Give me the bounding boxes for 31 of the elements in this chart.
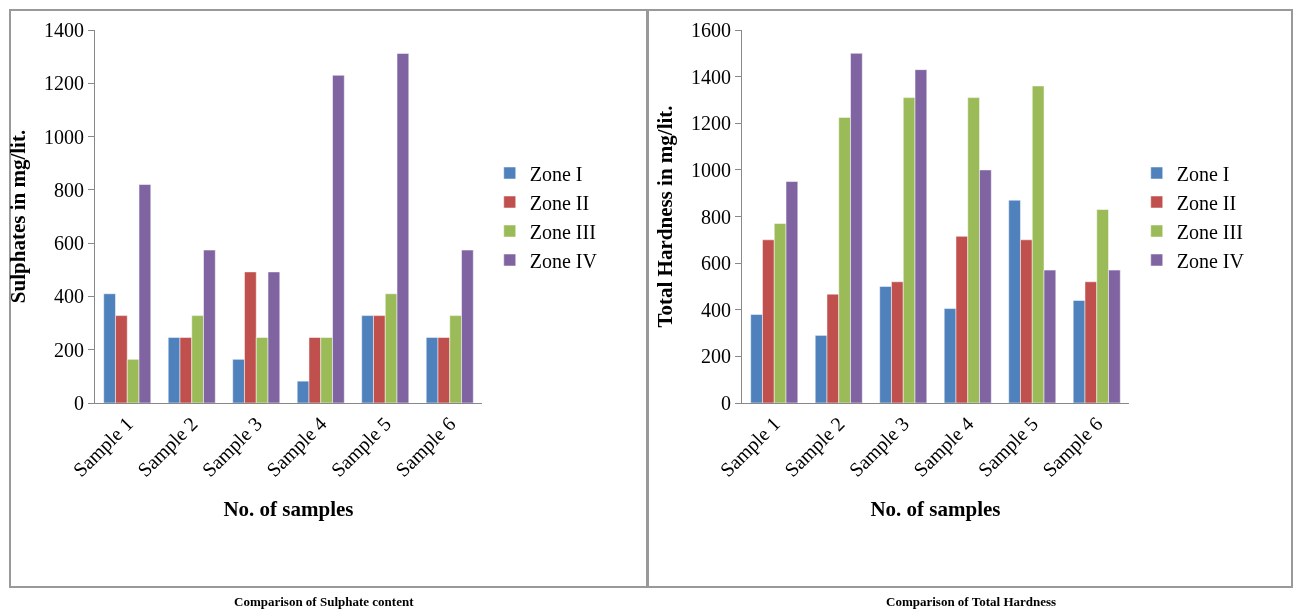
y-tick-label: 1000 bbox=[44, 125, 84, 148]
legend-label: Zone II bbox=[529, 191, 590, 214]
y-tick-label: 200 bbox=[54, 338, 84, 361]
y-tick-label: 0 bbox=[74, 392, 84, 414]
y-tick-label: 800 bbox=[701, 205, 731, 228]
legend-label: Zone I bbox=[529, 162, 583, 185]
legend-label: Zone IV bbox=[529, 249, 598, 272]
x-axis-title: No. of samples bbox=[870, 496, 1001, 521]
y-tick-label: 200 bbox=[701, 345, 731, 368]
y-tick-label: 1000 bbox=[691, 158, 731, 181]
text: Comparison of Total Hardness bbox=[886, 594, 1057, 609]
y-tick-label: 1200 bbox=[691, 112, 731, 135]
y-tick-label: 1400 bbox=[44, 19, 84, 41]
legend-label: Zone II bbox=[1176, 191, 1237, 214]
y-axis-title: Sulphates in mg/lit. bbox=[6, 129, 31, 304]
legend-label: Zone I bbox=[1176, 162, 1230, 185]
legend-label: Zone III bbox=[1176, 220, 1243, 243]
x-axis-title: No. of samples bbox=[223, 496, 354, 521]
y-tick-label: 600 bbox=[701, 252, 731, 275]
y-tick-label: 1400 bbox=[691, 65, 731, 88]
y-tick-label: 1200 bbox=[44, 72, 84, 95]
y-tick-label: 600 bbox=[54, 232, 84, 255]
y-tick-label: 400 bbox=[701, 298, 731, 321]
y-tick-label: 800 bbox=[54, 178, 84, 201]
y-tick-label: 1600 bbox=[691, 19, 731, 41]
y-axis-title: Total Hardness in mg/lit. bbox=[653, 105, 678, 328]
text: Comparison of Sulphate content bbox=[234, 594, 415, 609]
y-tick-label: 400 bbox=[54, 285, 84, 308]
legend-label: Zone III bbox=[529, 220, 596, 243]
y-tick-label: 0 bbox=[721, 392, 731, 414]
legend-label: Zone IV bbox=[1176, 249, 1245, 272]
